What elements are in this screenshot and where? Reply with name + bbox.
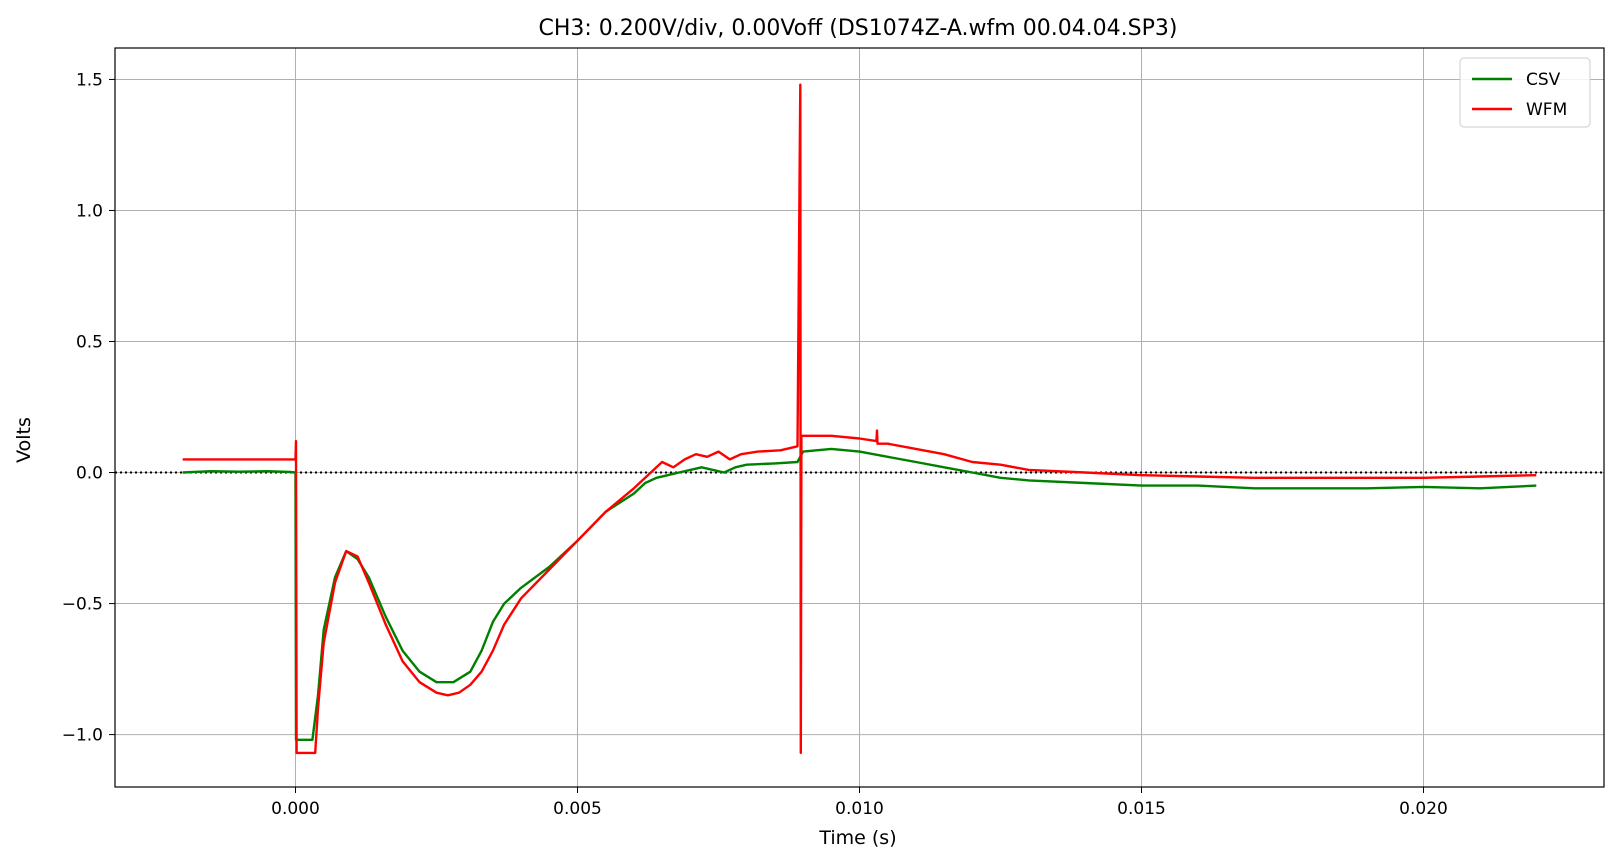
x-tick-label: 0.015	[1117, 799, 1166, 819]
y-tick-label: 1.5	[76, 70, 103, 90]
y-tick-label: 0.5	[76, 333, 103, 353]
series-line-wfm	[182, 83, 1537, 755]
x-tick-label: 0.020	[1399, 799, 1448, 819]
legend-box	[1459, 57, 1591, 128]
x-tick-label: 0.010	[835, 799, 884, 819]
y-tick-label: 1.0	[76, 201, 103, 221]
legend-label: CSV	[1526, 70, 1561, 90]
ticks: 0.000 0.005 0.010 0.015 0.020 −1.0 −0.5 0.0 0.5 1…	[62, 70, 1448, 819]
series-line-csv	[182, 447, 1537, 741]
y-tick-label: 0.0	[76, 464, 103, 484]
chart-title: CH3: 0.200V/div, 0.00Voff (DS1074Z-A.wfm…	[539, 16, 1178, 41]
y-tick-label: −1.0	[62, 726, 103, 746]
x-tick-label: 0.005	[553, 799, 602, 819]
legend-label: WFM	[1526, 100, 1567, 120]
legend: CSV WFM	[1459, 57, 1591, 128]
y-axis-label: Volts	[13, 417, 35, 463]
y-tick-label: −0.5	[62, 595, 103, 615]
x-axis-label: Time (s)	[818, 827, 896, 849]
grid	[115, 48, 1604, 787]
x-tick-label: 0.000	[271, 799, 320, 819]
series-layer	[182, 83, 1537, 755]
